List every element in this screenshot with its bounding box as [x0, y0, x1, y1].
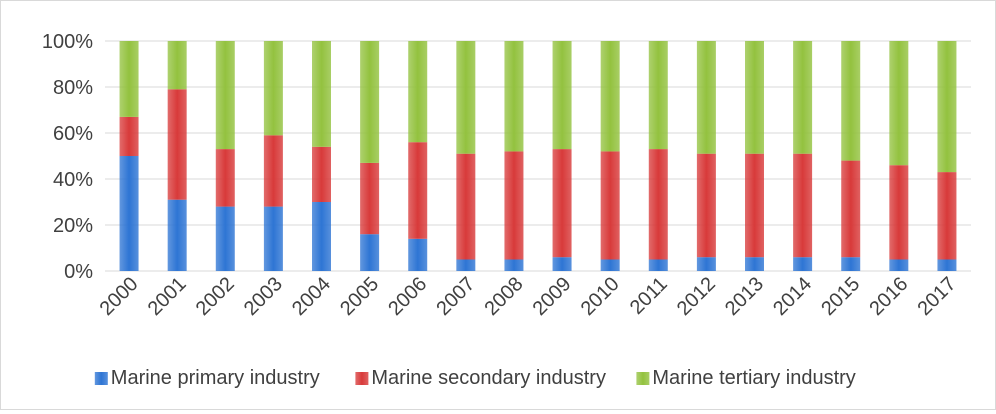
y-tick-label: 40% — [53, 169, 93, 191]
bar-marine-tertiary-industry — [408, 41, 428, 143]
bar-marine-secondary-industry — [648, 149, 668, 260]
bar-marine-secondary-industry — [312, 146, 331, 202]
bar-marine-secondary-industry — [745, 153, 764, 258]
x-tick-label: 2014 — [769, 273, 816, 320]
x-tick-label: 2011 — [626, 273, 672, 319]
bar-marine-primary-industry — [408, 238, 428, 271]
bar-marine-primary-industry — [360, 234, 380, 271]
x-tick-label: 2006 — [384, 273, 431, 320]
bar-marine-primary-industry — [937, 259, 957, 271]
bar-marine-secondary-industry — [841, 160, 861, 258]
y-tick-label: 0% — [64, 261, 93, 283]
x-tick-label: 2010 — [577, 273, 624, 320]
bar-marine-secondary-industry — [119, 116, 139, 156]
x-tick-label: 2008 — [480, 273, 527, 320]
bar-marine-tertiary-industry — [504, 41, 524, 152]
x-tick-label: 2016 — [865, 273, 912, 320]
bar-marine-secondary-industry — [456, 153, 476, 260]
y-tick-label: 100% — [42, 31, 93, 53]
bar-marine-tertiary-industry — [937, 41, 957, 173]
bar-marine-tertiary-industry — [119, 41, 139, 117]
x-tick-label: 2007 — [432, 273, 479, 320]
bar-marine-primary-industry — [552, 257, 572, 271]
x-tick-label: 2003 — [240, 273, 287, 320]
bar-marine-secondary-industry — [600, 151, 620, 260]
bar-marine-secondary-industry — [696, 153, 716, 258]
bar-marine-primary-industry — [215, 206, 235, 271]
x-tick-label: 2002 — [192, 273, 239, 320]
bar-marine-primary-industry — [312, 202, 331, 271]
legend-swatch — [636, 372, 650, 385]
x-tick-label: 2000 — [96, 273, 143, 320]
x-tick-label: 2013 — [721, 273, 768, 320]
bar-marine-primary-industry — [504, 259, 524, 271]
legend-label: Marine primary industry — [111, 367, 320, 389]
y-tick-label: 80% — [53, 77, 93, 99]
bar-marine-primary-industry — [119, 156, 139, 271]
bar-marine-tertiary-industry — [841, 41, 861, 161]
bar-marine-primary-industry — [600, 259, 620, 271]
legend-swatch — [355, 372, 369, 385]
bar-marine-primary-industry — [793, 257, 813, 271]
legend-label: Marine tertiary industry — [652, 367, 855, 389]
x-tick-label: 2017 — [913, 273, 960, 320]
x-tick-label: 2009 — [529, 273, 576, 320]
bar-marine-primary-industry — [456, 259, 476, 271]
bar-marine-secondary-industry — [263, 135, 283, 207]
bar-marine-primary-industry — [167, 199, 187, 271]
bar-marine-primary-industry — [745, 257, 764, 271]
y-tick-label: 20% — [53, 215, 93, 237]
bar-marine-tertiary-industry — [167, 41, 187, 90]
bar-marine-secondary-industry — [793, 153, 813, 258]
bar-marine-tertiary-industry — [889, 41, 909, 166]
bar-marine-secondary-industry — [552, 149, 572, 258]
bar-marine-secondary-industry — [937, 172, 957, 260]
bar-marine-tertiary-industry — [552, 41, 572, 150]
bar-marine-tertiary-industry — [360, 41, 380, 163]
bar-marine-secondary-industry — [408, 142, 428, 239]
bar-marine-tertiary-industry — [648, 41, 668, 150]
bar-marine-secondary-industry — [215, 149, 235, 207]
x-tick-label: 2004 — [288, 273, 335, 320]
bar-marine-tertiary-industry — [312, 41, 331, 147]
gridlines — [105, 40, 971, 272]
bar-marine-secondary-industry — [167, 89, 187, 200]
x-tick-label: 2005 — [336, 273, 383, 320]
bars — [119, 41, 957, 271]
y-tick-label: 60% — [53, 123, 93, 145]
legend-label: Marine secondary industry — [371, 367, 606, 389]
bar-marine-primary-industry — [889, 259, 909, 271]
legend-swatch — [94, 372, 108, 385]
bar-marine-primary-industry — [841, 257, 861, 271]
bar-marine-tertiary-industry — [215, 41, 235, 150]
bar-marine-secondary-industry — [360, 162, 380, 235]
legend: Marine primary industry Marine secondary … — [94, 367, 856, 389]
bar-marine-secondary-industry — [504, 151, 524, 260]
bar-marine-tertiary-industry — [745, 41, 764, 154]
bar-marine-primary-industry — [648, 259, 668, 271]
bar-marine-secondary-industry — [889, 165, 909, 260]
x-axis-ticks: 2000 2001 2002 2003 2004 2005 2006 2007 2008 2009… — [96, 273, 961, 320]
x-tick-label: 2001 — [144, 273, 191, 320]
bar-marine-primary-industry — [263, 206, 283, 271]
x-tick-label: 2015 — [817, 273, 864, 320]
bar-marine-tertiary-industry — [600, 41, 620, 152]
x-tick-label: 2012 — [673, 273, 720, 320]
y-axis-ticks: 0% 20% 40% 60% 80% 100% — [42, 31, 93, 283]
bar-marine-primary-industry — [696, 257, 716, 271]
bar-marine-tertiary-industry — [696, 41, 716, 154]
bar-marine-tertiary-industry — [793, 41, 813, 154]
bar-marine-tertiary-industry — [263, 41, 283, 136]
bar-marine-tertiary-industry — [456, 41, 476, 154]
